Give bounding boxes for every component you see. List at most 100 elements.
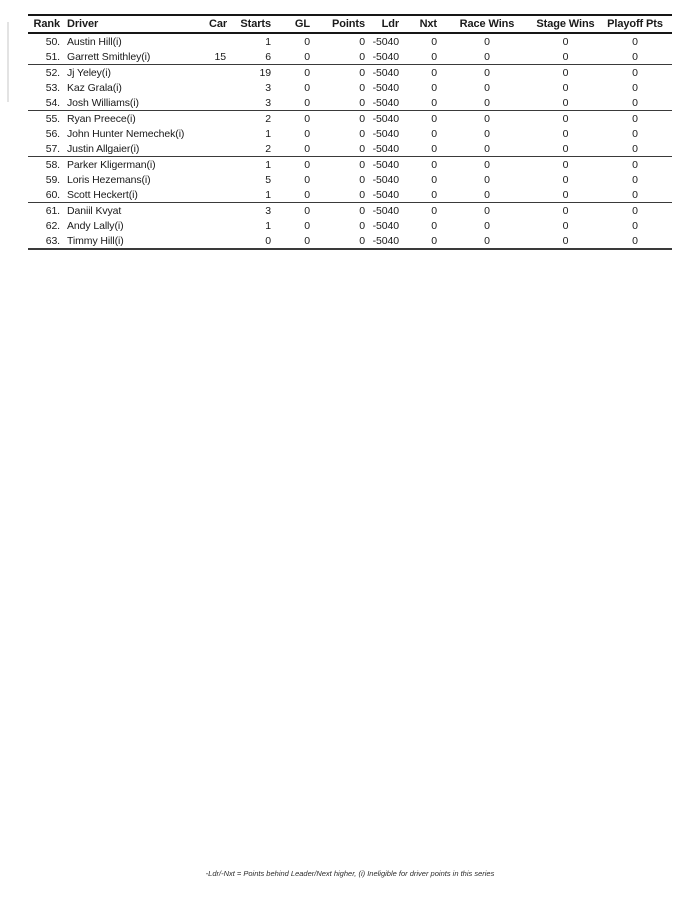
cell-starts: 2	[265, 112, 271, 125]
cell-points: 0	[359, 35, 365, 48]
cell-car	[208, 80, 230, 95]
table-row: 57. Justin Allgaier(i) 2 0 0 -5040 0 0 0 0	[28, 141, 672, 157]
cell-race-wins: 0	[484, 219, 490, 232]
cell-points: 0	[313, 233, 367, 250]
cell-gl: 0	[273, 187, 313, 203]
cell-playoff-pts: 0	[632, 112, 638, 125]
cell-ldr: -5040	[367, 233, 400, 250]
cell-stage-wins: 0	[562, 219, 569, 232]
cell-nxt: 0	[431, 112, 437, 125]
cell-driver: Scott Heckert(i)	[62, 187, 208, 203]
column-header-car: Car	[208, 14, 230, 34]
column-header-points: Points	[313, 14, 367, 34]
cell-gl: 0	[304, 35, 310, 48]
cell-starts: 1	[265, 158, 271, 171]
cell-driver: Austin Hill(i)	[67, 35, 122, 48]
cell-playoff-pts: 0	[632, 158, 638, 171]
cell-race-wins: 0	[484, 158, 490, 171]
cell-rank: 63.	[28, 233, 62, 250]
cell-gl: 0	[273, 95, 313, 111]
cell-car	[208, 141, 230, 157]
cell-rank: 51.	[28, 49, 62, 65]
cell-race-wins: 0	[441, 49, 533, 65]
cell-driver: Justin Allgaier(i)	[62, 141, 208, 157]
cell-car	[208, 95, 230, 111]
cell-driver: Parker Kligerman(i)	[67, 158, 156, 171]
cell-ldr: -5040	[367, 95, 400, 111]
cell-gl: 0	[273, 233, 313, 250]
cell-points: 0	[359, 112, 365, 125]
cell-gl: 0	[304, 66, 310, 79]
cell-nxt: 0	[400, 95, 441, 111]
cell-starts: 1	[265, 35, 271, 48]
header-row: Rank Driver Car Starts GL Points Ldr Nxt…	[28, 14, 672, 34]
column-header-starts: Starts	[230, 14, 273, 34]
cell-car	[208, 203, 230, 219]
cell-stage-wins: 0	[562, 35, 569, 48]
cell-rank: 53.	[45, 81, 60, 94]
cell-starts: 3	[265, 81, 271, 94]
cell-points: 0	[313, 187, 367, 203]
column-header-race-wins: Race Wins	[441, 14, 533, 34]
cell-stage-wins: 0	[562, 112, 569, 125]
cell-driver: Andy Lally(i)	[67, 219, 124, 232]
cell-playoff-pts: 0	[598, 49, 672, 65]
cell-stage-wins: 0	[562, 204, 569, 217]
table-row: 63. Timmy Hill(i) 0 0 0 -5040 0 0 0 0	[28, 233, 672, 250]
column-header-rank: Rank	[28, 14, 62, 34]
cell-ldr: -5040	[367, 187, 400, 203]
cell-driver: Garrett Smithley(i)	[62, 49, 208, 65]
cell-playoff-pts: 0	[598, 187, 672, 203]
cell-nxt: 0	[431, 173, 437, 186]
cell-car	[208, 172, 230, 187]
cell-race-wins: 0	[484, 204, 490, 217]
table-row: 51. Garrett Smithley(i) 15 6 0 0 -5040 0 0 0 0	[28, 49, 672, 65]
cell-car	[208, 218, 230, 233]
cell-gl: 0	[304, 158, 310, 171]
cell-car	[208, 65, 230, 81]
table-header: Rank Driver Car Starts GL Points Ldr Nxt…	[28, 14, 672, 34]
cell-rank: 54.	[28, 95, 62, 111]
cell-nxt: 0	[431, 81, 437, 94]
cell-points: 0	[359, 158, 365, 171]
cell-race-wins: 0	[441, 233, 533, 250]
cell-stage-wins: 0	[562, 127, 569, 140]
column-header-gl: GL	[273, 14, 313, 34]
cell-gl: 0	[273, 141, 313, 157]
cell-playoff-pts: 0	[632, 127, 638, 140]
table-row: 54. Josh Williams(i) 3 0 0 -5040 0 0 0 0	[28, 95, 672, 111]
cell-car: 15	[208, 49, 230, 65]
cell-race-wins: 0	[441, 95, 533, 111]
cell-rank: 56.	[45, 127, 60, 140]
cell-nxt: 0	[400, 187, 441, 203]
cell-ldr: -5040	[372, 219, 399, 232]
cell-race-wins: 0	[484, 127, 490, 140]
table-row: 59. Loris Hezemans(i) 5 0 0 -5040 0 0 0 0	[28, 172, 672, 187]
cell-car	[208, 126, 230, 141]
driver-standings-table: Rank Driver Car Starts GL Points Ldr Nxt…	[28, 14, 672, 250]
cell-race-wins: 0	[484, 112, 490, 125]
cell-starts: 5	[265, 173, 271, 186]
cell-stage-wins: 0	[533, 187, 598, 203]
cell-points: 0	[359, 204, 365, 217]
cell-starts: 6	[230, 49, 273, 65]
cell-points: 0	[359, 219, 365, 232]
cell-gl: 0	[273, 49, 313, 65]
cell-stage-wins: 0	[533, 49, 598, 65]
cell-rank: 52.	[45, 66, 60, 79]
cell-starts: 3	[230, 95, 273, 111]
cell-rank: 58.	[45, 158, 60, 171]
cell-car	[208, 233, 230, 250]
cell-ldr: -5040	[372, 127, 399, 140]
cell-driver: Loris Hezemans(i)	[67, 173, 151, 186]
cell-stage-wins: 0	[533, 233, 598, 250]
table-row: 56. John Hunter Nemechek(i) 1 0 0 -5040 0 0 0 0	[28, 126, 672, 141]
column-header-driver: Driver	[62, 14, 208, 34]
cell-nxt: 0	[400, 141, 441, 157]
cell-driver: Ryan Preece(i)	[67, 112, 136, 125]
cell-rank: 55.	[45, 112, 60, 125]
table-row: 62. Andy Lally(i) 1 0 0 -5040 0 0 0 0	[28, 218, 672, 233]
footnote: -Ldr/-Nxt = Points behind Leader/Next hi…	[205, 869, 495, 878]
table-row: 61. Daniil Kvyat 3 0 0 -5040 0 0 0 0	[28, 203, 672, 219]
cell-rank: 59.	[45, 173, 60, 186]
